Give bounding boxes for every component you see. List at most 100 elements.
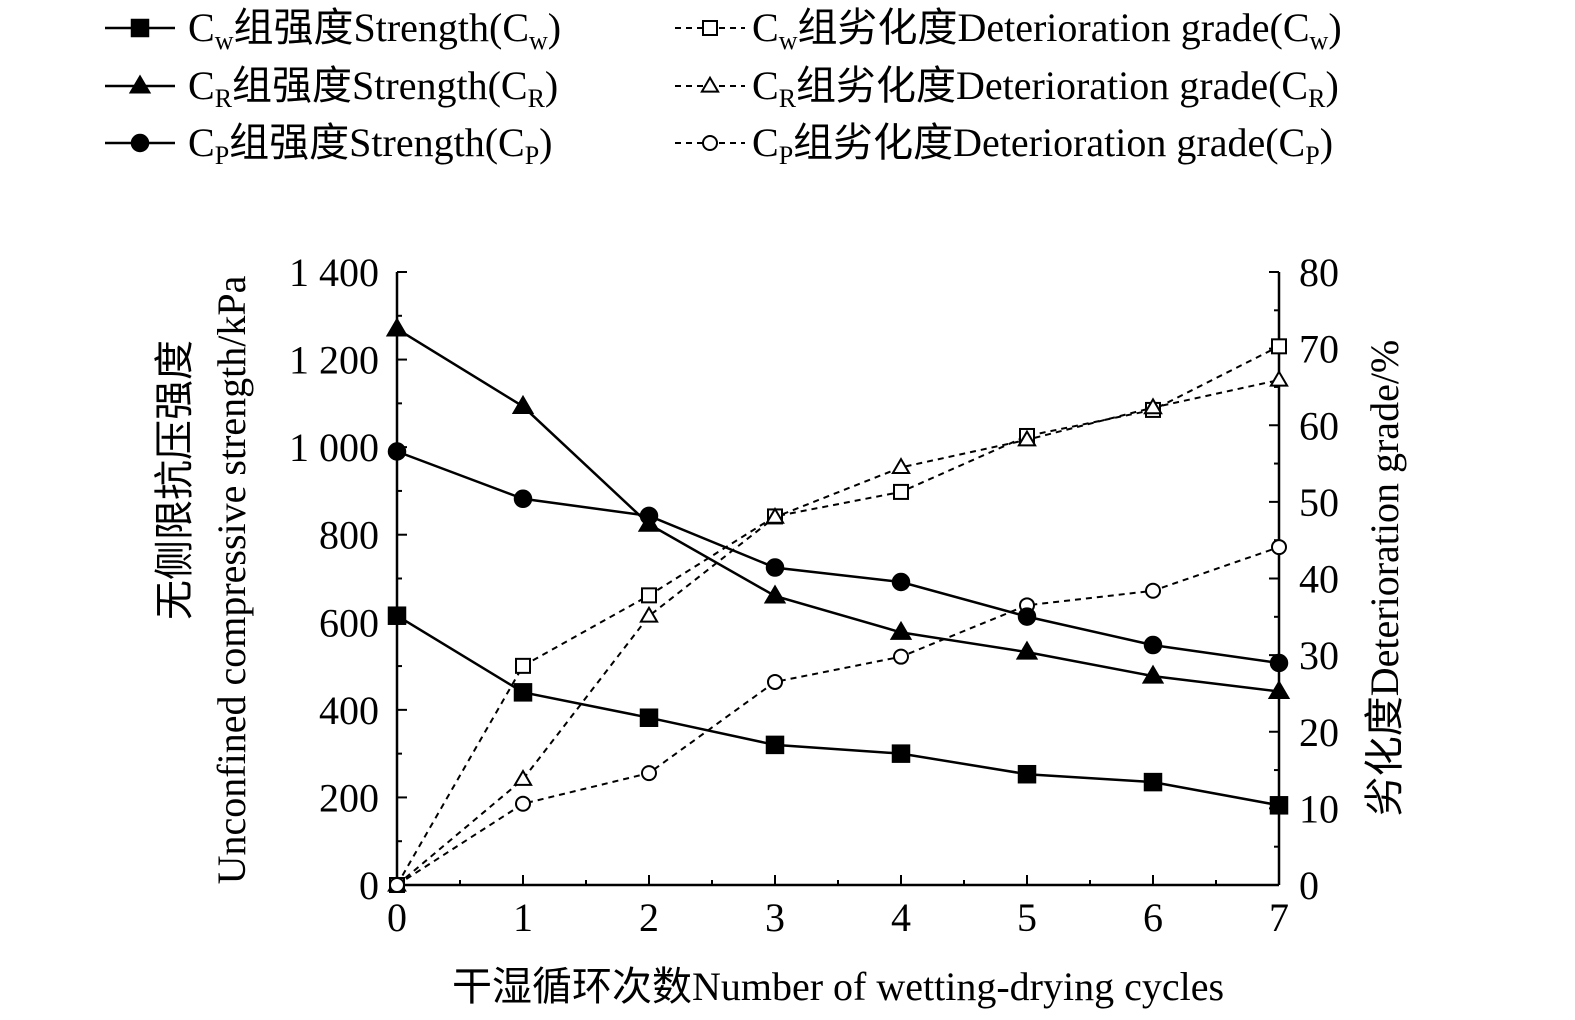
data-point-strength-cw [639,708,659,727]
x-axis-title: 干湿循环次数Number of wetting-drying cycles [452,964,1224,1009]
data-point-deterioration-cr [765,506,785,524]
data-point-strength-cw [513,683,533,702]
data-point-deterioration-cp [641,765,657,782]
series-strength-cw [387,606,1289,815]
series-layer [385,317,1291,893]
data-point-deterioration-cp [1271,539,1287,556]
y2-tick-label: 80 [1299,250,1339,295]
legend-marker [128,74,152,94]
data-point-strength-cr [889,620,913,640]
legend-item-deterioration-cr: CR组劣化度Deterioration grade(CR) [675,63,1339,113]
data-point-deterioration-cr [1017,429,1037,447]
legend-item-strength-cp: CP组强度Strength(CP) [105,120,553,170]
legend-label-strength-cr: CR组强度Strength(CR) [188,63,558,113]
data-point-deterioration-cr [639,605,659,623]
data-point-deterioration-cw [515,657,531,674]
legend-marker [130,133,150,153]
y-tick-label: 800 [319,513,379,558]
series-line-deterioration-cr [396,379,1280,886]
y-tick-label: 0 [359,863,379,908]
data-point-deterioration-cp [389,877,405,893]
data-point-deterioration-cr [891,457,911,474]
y2-tick-label: 30 [1299,633,1339,678]
data-point-strength-cp [891,572,911,592]
legend-item-strength-cw: Cw组强度Strength(Cw) [105,5,561,55]
series-line-strength-cr [396,327,1280,693]
data-point-deterioration-cw [641,587,657,604]
data-point-strength-cw [1143,772,1163,792]
data-point-strength-cp [1017,607,1037,626]
legend-label-strength-cp: CP组强度Strength(CP) [188,120,553,170]
data-point-strength-cw [765,735,785,755]
y2-tick-label: 0 [1299,863,1319,908]
series-line-deterioration-cw [396,345,1280,886]
x-tick-label: 5 [1017,895,1037,940]
legend-item-strength-cr: CR组强度Strength(CR) [105,63,558,113]
series-line-strength-cw [396,614,1280,807]
x-tick-label: 1 [513,895,533,940]
x-tick-label: 0 [387,895,407,940]
series-deterioration-cp [389,539,1287,893]
y-axis-title-en: Unconfined compressive strength/kPa [209,275,254,884]
data-point-strength-cw [1017,764,1037,784]
x-tick-label: 4 [891,895,911,940]
x-tick-label: 6 [1143,895,1163,940]
legend: Cw组强度Strength(Cw) CR组强度Strength(CR) CP组强度S… [105,5,1342,170]
y-axis-title-cn: 无侧限抗压强度 [152,340,197,620]
data-point-deterioration-cr [1143,397,1163,415]
legend-label-deterioration-cp: CP组劣化度Deterioration grade(CP) [752,120,1333,170]
legend-marker [702,20,718,36]
y2-tick-label: 40 [1299,557,1339,602]
legend-label-deterioration-cw: Cw组劣化度Deterioration grade(Cw) [752,5,1342,55]
y-tick-label: 1 200 [289,338,379,383]
y-tick-label: 1 400 [289,250,379,295]
y-tick-label: 400 [319,688,379,733]
data-point-strength-cr [763,584,787,604]
data-point-strength-cr [385,317,409,337]
y-tick-label: 600 [319,600,379,645]
data-point-strength-cr [1015,640,1039,660]
data-point-deterioration-cp [767,673,783,690]
data-point-deterioration-cr [513,769,533,786]
legend-label-deterioration-cr: CR组劣化度Deterioration grade(CR) [752,63,1339,113]
data-point-deterioration-cp [515,795,531,812]
data-point-deterioration-cw [893,483,909,500]
y2-tick-label: 20 [1299,710,1339,755]
series-deterioration-cr [387,369,1289,892]
y-tick-label: 200 [319,775,379,820]
series-strength-cr [385,317,1291,700]
series-strength-cp [387,442,1289,673]
series-line-deterioration-cp [396,546,1280,886]
y2-axis-title: 劣化度Deterioration grade/% [1362,340,1407,817]
data-point-strength-cw [891,744,911,763]
data-point-strength-cp [765,558,785,577]
x-tick-label: 3 [765,895,785,940]
data-point-strength-cp [1269,653,1289,673]
data-point-strength-cr [511,394,535,414]
y2-tick-label: 60 [1299,403,1339,448]
y2-tick-label: 70 [1299,327,1339,372]
y-tick-label: 1 000 [289,425,379,470]
data-point-deterioration-cr [1269,369,1289,387]
legend-marker [130,18,150,38]
x-tick-label: 2 [639,895,659,940]
legend-label-strength-cw: Cw组强度Strength(Cw) [188,5,561,55]
data-point-strength-cp [639,506,659,526]
data-point-strength-cw [387,606,407,625]
data-point-strength-cp [513,489,533,509]
y2-tick-label: 10 [1299,786,1339,831]
data-point-strength-cp [387,442,407,461]
data-point-strength-cw [1269,796,1289,815]
legend-marker [700,75,720,93]
legend-marker [702,135,718,151]
series-line-strength-cp [396,450,1280,665]
data-point-strength-cp [1143,635,1163,655]
data-point-deterioration-cp [1145,582,1161,599]
data-point-strength-cr [1141,664,1165,684]
data-point-strength-cr [1267,679,1291,700]
x-tick-label: 7 [1269,895,1289,940]
data-point-deterioration-cw [1271,338,1287,355]
y2-tick-label: 50 [1299,480,1339,525]
